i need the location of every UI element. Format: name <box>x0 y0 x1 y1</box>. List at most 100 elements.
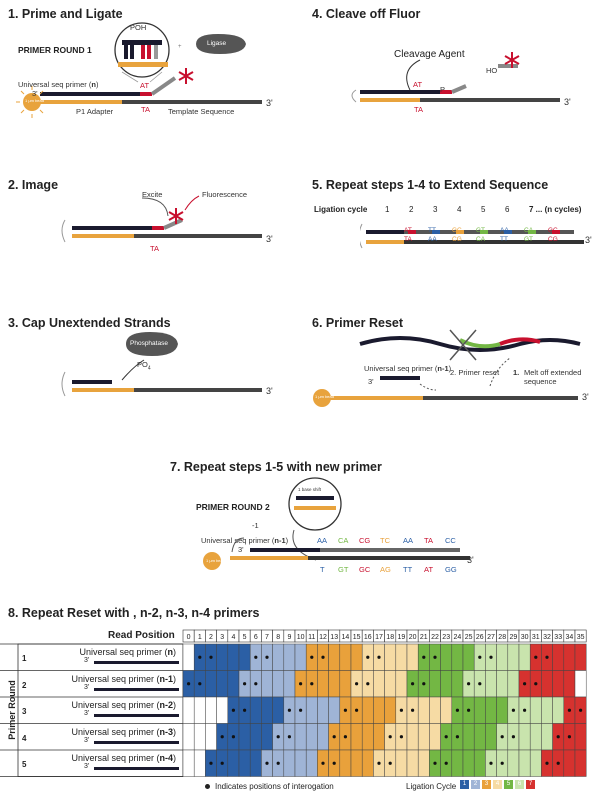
read-cell <box>272 696 285 724</box>
interrogation-dot <box>455 735 459 739</box>
primer-round-row: 5 Universal seq primer (n-4) 3' <box>22 752 182 779</box>
interrogation-dot <box>287 735 291 739</box>
read-cell <box>417 696 430 724</box>
step7-diagram <box>203 477 470 570</box>
legend-cycle-swatch: 6 <box>515 780 524 789</box>
read-cell <box>563 643 576 671</box>
primer-round-1-label: PRIMER ROUND 1 <box>18 45 92 55</box>
fluorescence-label: Fluorescence <box>202 190 248 199</box>
at-label-1: AT <box>140 81 150 90</box>
position-tick-label: 6 <box>254 634 258 641</box>
interrogation-dot <box>489 655 493 659</box>
ta-label-2: TA <box>150 244 160 253</box>
probe-zoom <box>118 40 168 67</box>
round-primer-label: Universal seq primer (n-4) <box>71 753 176 763</box>
three-prime-7a: 3' <box>238 545 244 554</box>
interrogation-dot <box>478 682 482 686</box>
interrogation-dot <box>276 761 280 765</box>
step7-title: 7. Repeat steps 1-5 with new primer <box>170 460 382 474</box>
round-primer-strand <box>94 740 179 744</box>
read-cell <box>429 723 441 751</box>
interrogation-dot <box>220 735 224 739</box>
read-cell <box>574 643 587 671</box>
three-prime-3: 3' <box>266 386 273 396</box>
dot-marker-icon <box>205 784 210 790</box>
read-cell <box>361 723 374 751</box>
read-cell <box>317 723 329 751</box>
position-tick-label: 12 <box>319 634 327 641</box>
read-cell <box>574 749 587 777</box>
interrogation-dot <box>198 682 202 686</box>
read-cell <box>440 696 453 724</box>
read-cell <box>473 723 486 751</box>
read-cell <box>563 749 576 777</box>
interrogation-dot <box>388 735 392 739</box>
read-cell <box>406 749 419 777</box>
legend-cycle-swatch: 7 <box>526 780 535 789</box>
interrogation-dot <box>511 708 515 712</box>
read-cell <box>473 749 486 777</box>
read-cell <box>350 643 363 671</box>
position-tick-label: 17 <box>375 634 383 641</box>
read-cell <box>485 723 497 751</box>
interrogation-dot <box>343 708 347 712</box>
interrogation-dot <box>433 761 437 765</box>
read-cell <box>496 670 509 698</box>
round-primer-strand <box>94 714 179 717</box>
interrogation-dot <box>511 735 515 739</box>
interrogation-dot <box>366 682 370 686</box>
position-tick-label: 28 <box>498 634 506 641</box>
read-cell <box>451 643 464 671</box>
read-cell <box>384 643 397 671</box>
primer-round-row: 4 Universal seq primer (n-3) 3' <box>22 726 182 753</box>
interrogation-dot <box>355 708 359 712</box>
interrogation-dot <box>556 761 560 765</box>
position-tick-label: 1 <box>198 634 202 641</box>
primer-reset-label: 2. Primer reset <box>450 368 500 377</box>
read-cell <box>417 749 430 777</box>
position-tick-label: 21 <box>420 634 428 641</box>
position-tick-label: 0 <box>187 634 191 641</box>
interrogation-dot <box>198 655 202 659</box>
read-cell <box>384 670 397 698</box>
read-cell <box>462 749 475 777</box>
po4-label: PO4 <box>137 360 151 372</box>
read-cell <box>182 643 195 671</box>
read-cell <box>574 723 587 751</box>
step8-title: 8. Repeat Reset with , n-2, n-3, n-4 pri… <box>8 606 260 620</box>
round-number: 3 <box>22 707 27 716</box>
round-primer-label: Universal seq primer (n-3) <box>71 726 176 737</box>
read-cell <box>193 749 206 777</box>
read-cell <box>518 749 531 777</box>
interrogation-dot <box>478 655 482 659</box>
three-prime-1: 3' <box>32 89 38 98</box>
primer-round-row: 1 Universal seq primer (n) 3' <box>22 646 182 673</box>
read-cell <box>518 643 531 671</box>
position-tick-label: 8 <box>276 634 280 641</box>
legend-cycle-swatch: 1 <box>460 780 469 789</box>
read-cell <box>373 696 385 724</box>
ligase-label: Ligase <box>207 40 227 47</box>
primer-label-6: Universal seq primer (n-1) <box>364 364 452 373</box>
fluor-asterisk-1 <box>178 68 194 84</box>
read-cell <box>361 696 374 724</box>
read-cell <box>541 670 553 698</box>
interrogation-dot <box>231 708 235 712</box>
read-cell <box>249 723 262 751</box>
step1-diagram: + <box>16 22 262 118</box>
read-cell <box>485 696 497 724</box>
interrogation-dot <box>332 761 336 765</box>
position-tick-label: 20 <box>409 634 417 641</box>
three-prime-1b: 3' <box>266 98 273 108</box>
step2-title: 2. Image <box>8 178 59 192</box>
position-tick-label: 34 <box>566 634 574 641</box>
interrogation-dot <box>567 708 572 712</box>
read-cell <box>238 723 251 751</box>
read-cell <box>406 643 419 671</box>
interrogation-dot <box>444 761 448 765</box>
position-header-cell <box>574 629 587 643</box>
read-cell <box>305 749 318 777</box>
read-cell <box>193 723 206 751</box>
step6-title: 6. Primer Reset <box>312 316 404 330</box>
